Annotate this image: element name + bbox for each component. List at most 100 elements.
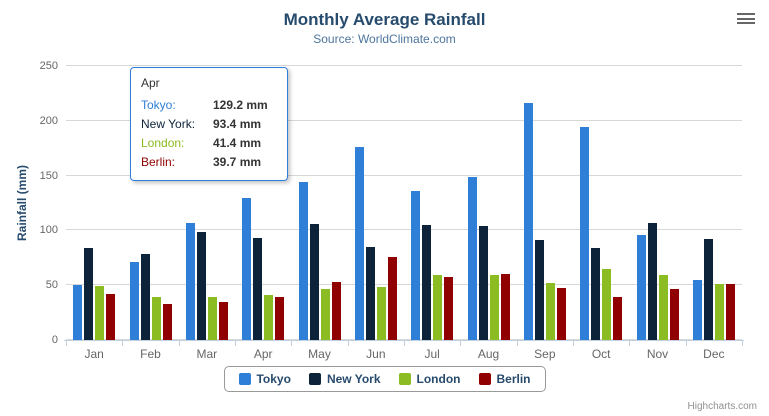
legend-label: Tokyo — [256, 372, 291, 386]
bar-berlin-mar[interactable] — [218, 302, 228, 340]
x-axis-tick — [573, 341, 574, 346]
bar-new-york-may[interactable] — [309, 223, 319, 340]
bar-tokyo-feb[interactable] — [129, 261, 139, 340]
x-axis-tick — [516, 341, 518, 346]
bar-london-mar[interactable] — [207, 296, 217, 340]
gridline — [66, 119, 742, 121]
bar-tokyo-aug[interactable] — [467, 177, 477, 340]
bar-london-jun[interactable] — [376, 287, 386, 340]
tooltip-series-value: 41.4 mm — [213, 136, 262, 150]
x-axis-tick — [178, 341, 180, 346]
tooltip-series-value: 93.4 mm — [213, 117, 262, 131]
bar-tokyo-dec[interactable] — [692, 280, 702, 340]
legend-label: London — [416, 372, 461, 386]
legend-swatch-icon — [238, 373, 251, 385]
bar-new-york-jan[interactable] — [84, 248, 94, 340]
bar-berlin-aug[interactable] — [500, 273, 510, 340]
bar-berlin-dec[interactable] — [725, 284, 735, 340]
legend-swatch-icon — [398, 373, 411, 385]
bar-london-dec[interactable] — [714, 283, 724, 340]
x-axis-tick — [122, 341, 124, 346]
bar-new-york-feb[interactable] — [140, 253, 150, 340]
tooltip-series-value: 129.2 mm — [213, 98, 268, 112]
x-axis-label-jan: Jan — [84, 347, 104, 361]
bar-berlin-apr[interactable] — [275, 296, 285, 340]
bar-new-york-apr[interactable] — [253, 237, 263, 340]
bar-berlin-jul[interactable] — [444, 277, 454, 340]
legend-item-berlin[interactable]: Berlin — [478, 372, 531, 386]
bar-berlin-oct[interactable] — [613, 297, 623, 340]
bar-tokyo-sep[interactable] — [523, 102, 533, 340]
bar-new-york-aug[interactable] — [478, 225, 488, 340]
bar-berlin-feb[interactable] — [162, 303, 172, 340]
y-axis-label: 250 — [39, 60, 58, 72]
bar-new-york-nov[interactable] — [647, 223, 657, 340]
bar-new-york-jun[interactable] — [365, 247, 375, 340]
x-axis-line — [64, 340, 744, 341]
bar-tokyo-nov[interactable] — [636, 235, 646, 340]
bar-new-york-mar[interactable] — [196, 232, 206, 340]
plot-area — [66, 65, 742, 340]
bar-london-apr[interactable] — [264, 294, 274, 340]
bar-new-york-oct[interactable] — [591, 248, 601, 340]
x-axis-tick — [460, 341, 462, 346]
bar-tokyo-jan[interactable] — [73, 285, 83, 340]
bar-london-sep[interactable] — [545, 282, 555, 340]
bar-new-york-dec[interactable] — [703, 238, 713, 340]
bar-berlin-may[interactable] — [331, 282, 341, 340]
bar-new-york-jul[interactable] — [422, 224, 432, 340]
legend-item-london[interactable]: London — [398, 372, 461, 386]
bar-london-may[interactable] — [320, 288, 330, 340]
tooltip: Apr Tokyo: 129.2 mm New York: 93.4 mm London… — [130, 67, 288, 181]
legend-swatch-icon — [478, 373, 491, 385]
x-axis-label-may: May — [308, 347, 331, 361]
y-axis-label: 150 — [39, 169, 58, 182]
x-axis-label-sep: Sep — [534, 347, 556, 361]
export-menu-icon[interactable] — [737, 13, 755, 27]
bar-london-aug[interactable] — [489, 274, 499, 340]
bar-berlin-jan[interactable] — [106, 293, 116, 340]
bar-berlin-jun[interactable] — [387, 257, 397, 340]
bar-tokyo-jul[interactable] — [411, 191, 421, 340]
tooltip-series-name: New York: — [141, 117, 196, 131]
tooltip-row-berlin: Berlin: 39.7 mm — [141, 153, 277, 172]
x-axis-tick — [347, 341, 349, 346]
bar-berlin-sep[interactable] — [556, 287, 566, 340]
tooltip-series-name: Berlin: — [141, 155, 176, 169]
x-axis-tick — [742, 341, 743, 346]
bar-tokyo-oct[interactable] — [580, 127, 590, 340]
x-axis-tick — [291, 341, 293, 346]
gridline — [66, 284, 742, 286]
y-axis-label: 100 — [39, 224, 58, 237]
bar-new-york-sep[interactable] — [534, 240, 544, 340]
bar-berlin-nov[interactable] — [669, 288, 679, 340]
tooltip-row-london: London: 41.4 mm — [141, 134, 277, 153]
bar-london-feb[interactable] — [151, 297, 161, 340]
x-axis-label-mar: Mar — [196, 347, 218, 361]
legend-item-tokyo[interactable]: Tokyo — [238, 372, 291, 386]
bar-london-nov[interactable] — [658, 275, 668, 340]
gridline — [66, 229, 742, 231]
x-axis-label-jun: Jun — [366, 347, 386, 361]
y-axis-label: 0 — [51, 334, 58, 346]
bar-tokyo-may[interactable] — [298, 182, 308, 340]
x-axis-label-jul: Jul — [424, 347, 440, 361]
bar-london-jan[interactable] — [95, 286, 105, 340]
bar-tokyo-jun[interactable] — [354, 147, 364, 340]
legend-item-new-york[interactable]: New York — [308, 372, 381, 386]
bar-london-oct[interactable] — [602, 268, 612, 340]
tooltip-header: Apr — [141, 76, 160, 90]
x-axis-tick — [685, 341, 687, 346]
x-axis-label-nov: Nov — [646, 347, 669, 361]
tooltip-series-name: London: — [141, 136, 185, 150]
bar-london-jul[interactable] — [433, 275, 443, 340]
x-axis-tick — [66, 341, 67, 346]
bar-tokyo-apr[interactable] — [242, 198, 252, 340]
legend: Tokyo New York London Berlin — [223, 366, 546, 392]
x-axis-label-apr: Apr — [253, 347, 273, 361]
x-axis-label-feb: Feb — [140, 347, 161, 361]
credits-link[interactable]: Highcharts.com — [687, 401, 757, 412]
tooltip-series-name: Tokyo: — [141, 98, 176, 112]
bar-tokyo-mar[interactable] — [185, 223, 195, 340]
